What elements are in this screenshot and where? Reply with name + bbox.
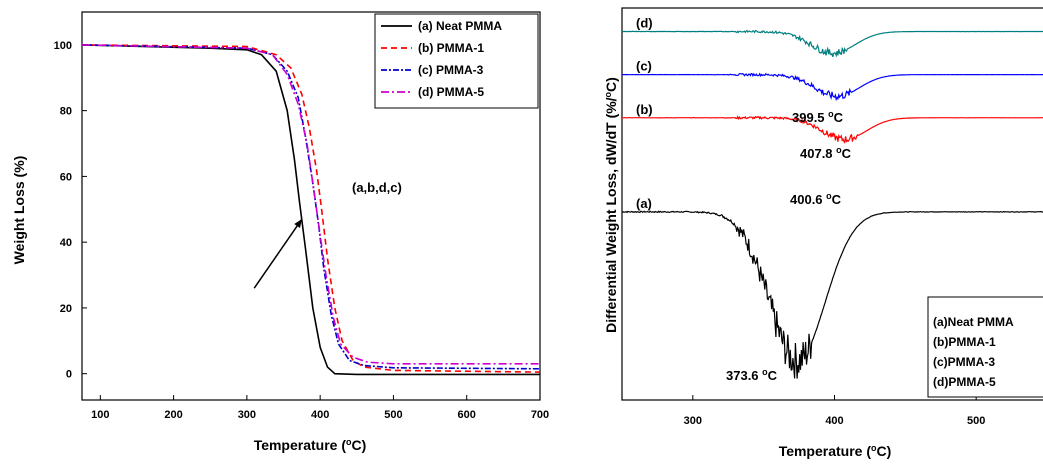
- tga-y-tick-label: 20: [60, 303, 72, 315]
- dtg-series-line-3: [621, 72, 1043, 102]
- tga-series-line-4: [81, 44, 540, 365]
- dtg-series-line-4: [621, 29, 1043, 58]
- dtg-peak-label: 373.6 oC: [726, 367, 778, 383]
- dtg-peak-label: 400.6 oC: [790, 191, 842, 207]
- tga-x-tick-label: 400: [311, 409, 329, 421]
- tga-x-tick-label: 600: [458, 409, 476, 421]
- tga-series-line-1: [81, 44, 540, 376]
- tga-chart: 100 200 300 400 500 600 700 0 20 40 60 80 100 (a) Ne…: [11, 11, 549, 453]
- dtg-y-axis-label: Differential Weight Loss, dW/dT (%/oC): [603, 77, 619, 333]
- tga-x-tick-label: 300: [238, 409, 256, 421]
- dtg-x-tick-label: 400: [825, 415, 843, 427]
- tga-y-axis-label: Weight Loss (%): [11, 156, 27, 265]
- tga-series-line-2: [81, 44, 541, 373]
- tga-x-tick-label: 700: [531, 409, 549, 421]
- tga-x-tick-label: 200: [164, 409, 182, 421]
- tga-legend-label: (c) PMMA-3: [418, 63, 484, 77]
- dtg-curve-label: (c): [636, 59, 652, 74]
- tga-y-tick-label: 60: [60, 171, 72, 183]
- dtg-legend-label: (a)Neat PMMA: [933, 315, 1014, 329]
- tga-legend-label: (d) PMMA-5: [418, 85, 484, 99]
- dtg-curve-label: (a): [636, 196, 652, 211]
- tga-legend-label: (b) PMMA-1: [418, 41, 484, 55]
- tga-annotation-arrowhead: [294, 219, 302, 228]
- tga-x-tick-label: 100: [91, 409, 109, 421]
- dtg-series-line-2: [622, 115, 1043, 144]
- dtg-curve-label: (b): [636, 102, 653, 117]
- dtg-series-line-1: [621, 210, 1043, 379]
- tga-y-tick-label: 40: [60, 237, 72, 249]
- dtg-legend-label: (b)PMMA-1: [933, 335, 996, 349]
- dtg-chart: 300 400 500 (a) (b) (c) (d) 373.6 oC 400.6 oC 40…: [603, 7, 1043, 459]
- tga-annotation-arrow: [253, 218, 303, 289]
- dtg-legend-label: (c)PMMA-3: [933, 355, 995, 369]
- tga-annotation-label: (a,b,d,c): [352, 180, 402, 195]
- dtg-curve-label: (d): [636, 16, 653, 31]
- tga-y-tick-label: 0: [66, 369, 72, 381]
- tga-x-axis-label: Temperature (oC): [254, 437, 367, 453]
- dtg-legend-label: (d)PMMA-5: [933, 375, 996, 389]
- tga-plot-frame: [81, 11, 541, 401]
- dtg-peak-label: 399.5 oC: [792, 109, 844, 125]
- tga-legend-label: (a) Neat PMMA: [418, 19, 502, 33]
- tga-x-tick-label: 500: [384, 409, 402, 421]
- tga-y-tick-label: 100: [54, 40, 72, 52]
- tga-y-tick-label: 80: [60, 106, 72, 118]
- dtg-x-axis-label: Temperature (oC): [779, 443, 892, 459]
- dtg-x-tick-label: 500: [967, 415, 985, 427]
- dtg-x-tick-label: 300: [684, 415, 702, 427]
- dtg-legend-box: [927, 296, 1043, 398]
- dtg-peak-label: 407.8 oC: [800, 145, 852, 161]
